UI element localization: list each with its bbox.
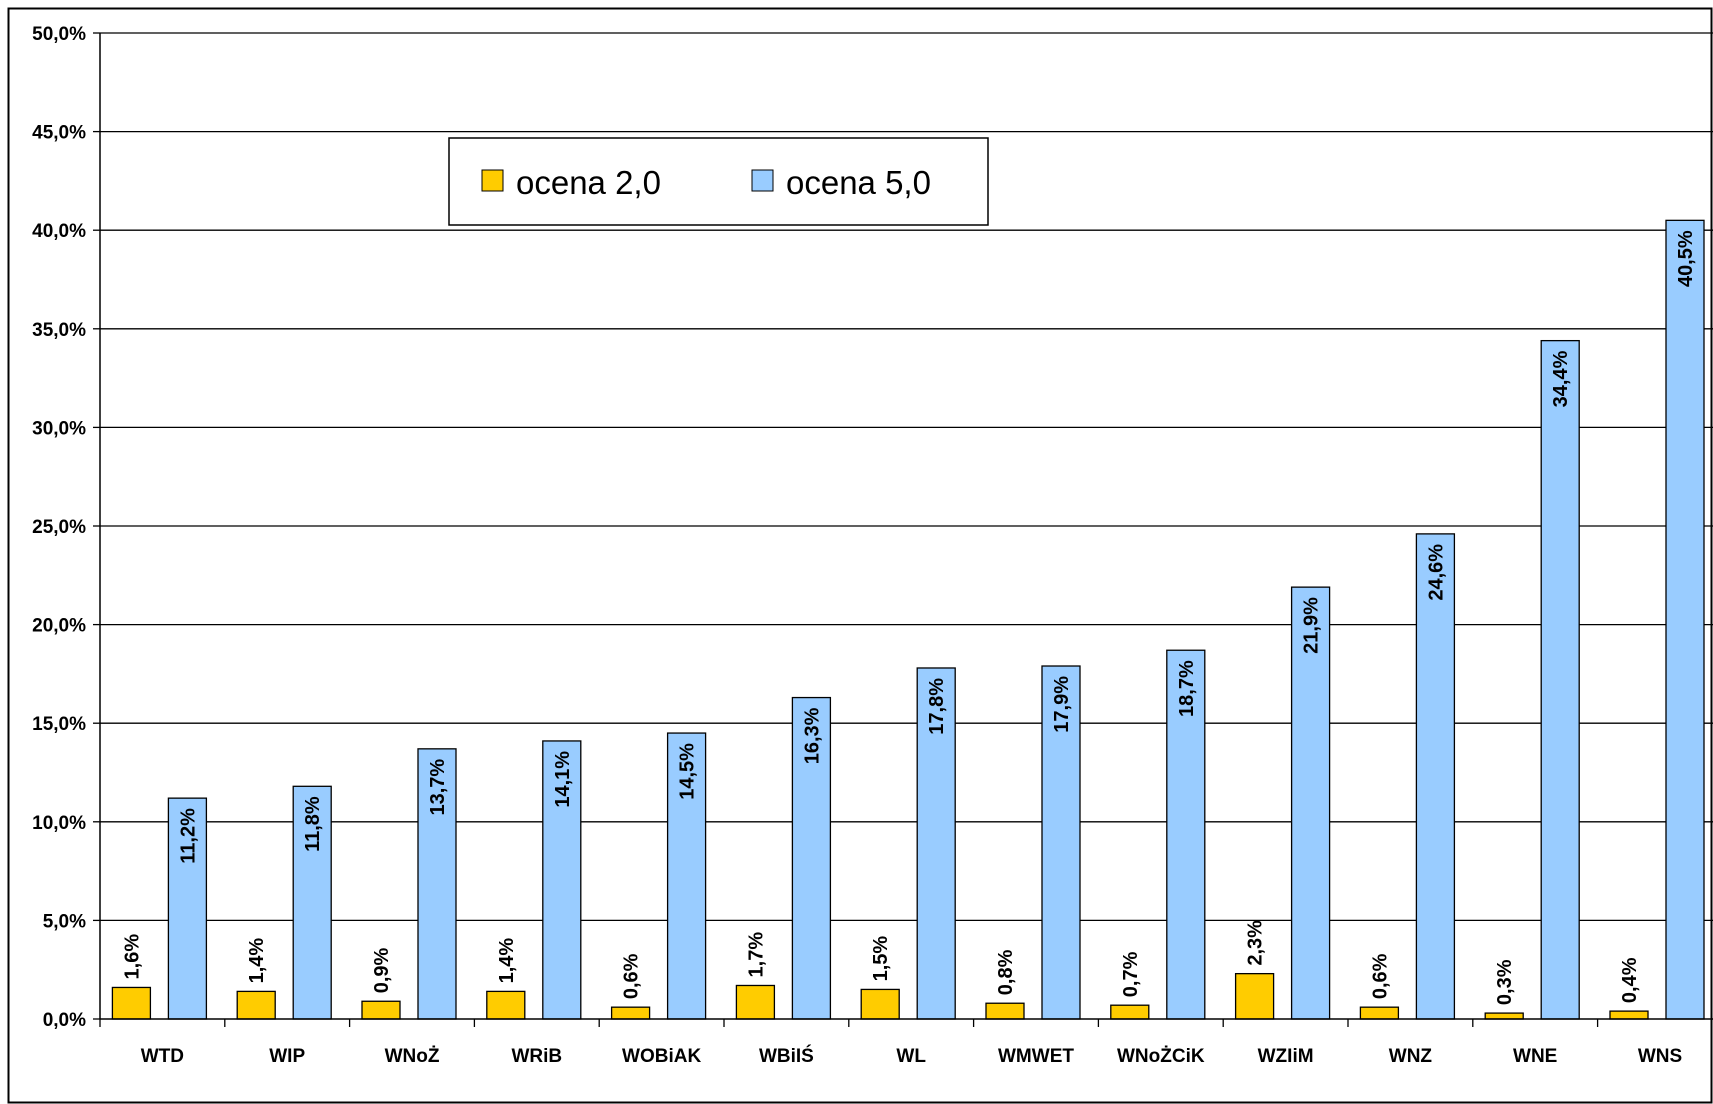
x-tick-label: WIP bbox=[269, 1046, 305, 1067]
y-axis-ticks: 0,0% 5,0% 10,0% 15,0% 20,0% 25,0% 30,0% 35,0% 40… bbox=[32, 24, 100, 1031]
legend-swatch-ocena-5 bbox=[751, 169, 774, 192]
data-label: 0,9% bbox=[371, 947, 393, 993]
bar-ocena-2-WNS bbox=[1609, 1010, 1649, 1020]
data-label: 34,4% bbox=[1550, 350, 1572, 407]
legend-box bbox=[448, 137, 989, 226]
data-label: 0,3% bbox=[1494, 959, 1516, 1005]
bar-ocena-2-WIP bbox=[236, 990, 276, 1020]
data-label: 21,9% bbox=[1301, 597, 1323, 654]
bar-ocena-2-WMWET bbox=[985, 1002, 1025, 1020]
data-label: 0,8% bbox=[995, 949, 1017, 995]
x-tick-label: WL bbox=[896, 1046, 926, 1067]
bar-ocena-5-WNZ bbox=[1415, 533, 1456, 1020]
bar-ocena-5-WIP bbox=[292, 785, 332, 1020]
data-label: 0,6% bbox=[621, 953, 643, 999]
data-label: 40,5% bbox=[1675, 230, 1697, 287]
legend-label-ocena-2: ocena 2,0 bbox=[516, 164, 661, 201]
bar-ocena-5-WNoŻ bbox=[417, 748, 457, 1020]
x-tick-label: WBiIŚ bbox=[759, 1045, 814, 1067]
bar-ocena-2-WL bbox=[860, 988, 900, 1020]
data-label: 13,7% bbox=[427, 759, 449, 816]
bar-ocena-2-WNoŻ bbox=[361, 1000, 401, 1020]
x-tick-label: WNE bbox=[1513, 1046, 1557, 1067]
x-tick-label: WMWET bbox=[998, 1046, 1074, 1067]
legend: ocena 2,0 ocena 5,0 bbox=[448, 137, 989, 226]
data-label: 18,7% bbox=[1176, 660, 1198, 717]
y-tick-label: 20,0% bbox=[32, 616, 86, 637]
data-label: 24,6% bbox=[1425, 544, 1447, 601]
data-labels: 1,6% 1,4% 0,9% 1,4% 0,6% 1,7% 1,5% 0,8% 0,7% 2,3%… bbox=[121, 230, 1697, 1005]
bars bbox=[111, 219, 1705, 1020]
bar-ocena-5-WNE bbox=[1540, 339, 1580, 1020]
x-tick-label: WZIiM bbox=[1258, 1046, 1314, 1067]
bar-ocena-2-WRiB bbox=[486, 990, 526, 1020]
data-label: 0,4% bbox=[1619, 957, 1641, 1003]
data-label: 16,3% bbox=[801, 707, 823, 764]
data-label: 1,5% bbox=[870, 936, 892, 982]
bar-ocena-5-WL bbox=[916, 667, 956, 1020]
x-tick-label: WRiB bbox=[511, 1046, 562, 1067]
x-tick-label: WTD bbox=[141, 1046, 184, 1067]
y-tick-label: 40,0% bbox=[32, 221, 86, 242]
y-tick-label: 25,0% bbox=[32, 517, 86, 538]
data-label: 0,7% bbox=[1120, 951, 1142, 997]
x-tick-label: WOBiAK bbox=[622, 1046, 701, 1067]
bar-ocena-2-WTD bbox=[111, 986, 152, 1020]
data-label: 2,3% bbox=[1245, 920, 1267, 966]
bar-ocena-2-WOBiAK bbox=[610, 1006, 651, 1020]
data-label: 14,1% bbox=[552, 751, 574, 808]
data-label: 1,7% bbox=[745, 932, 767, 978]
data-label: 1,6% bbox=[121, 934, 143, 980]
bar-ocena-5-WZIiM bbox=[1290, 586, 1331, 1020]
x-tick-label: WNZ bbox=[1389, 1046, 1433, 1067]
bar-ocena-5-WMWET bbox=[1041, 665, 1081, 1020]
data-label: 14,5% bbox=[677, 743, 699, 800]
y-tick-label: 15,0% bbox=[32, 714, 86, 735]
data-label: 1,4% bbox=[246, 938, 268, 984]
y-tick-label: 45,0% bbox=[32, 123, 86, 144]
x-tick-label: WNS bbox=[1638, 1046, 1682, 1067]
data-label: 1,4% bbox=[496, 938, 518, 984]
data-label: 11,8% bbox=[302, 796, 324, 852]
x-axis: WTD WIP WNoŻ WRiB WOBiAK WBiIŚ WL WMWET WNoŻCiK W… bbox=[99, 1018, 1713, 1067]
bar-ocena-2-WNZ bbox=[1359, 1006, 1400, 1020]
legend-swatch-ocena-2 bbox=[481, 169, 504, 192]
y-tick-label: 50,0% bbox=[32, 24, 86, 45]
bar-ocena-2-WBiIŚ bbox=[735, 984, 776, 1020]
bar-ocena-5-WRiB bbox=[542, 740, 582, 1020]
bar-ocena-5-WTD bbox=[167, 797, 208, 1020]
bar-ocena-5-WOBiAK bbox=[666, 732, 707, 1020]
data-label: 11,2% bbox=[177, 808, 199, 864]
bar-ocena-5-WNS bbox=[1665, 219, 1705, 1020]
data-label: 17,9% bbox=[1051, 676, 1073, 733]
y-tick-label: 0,0% bbox=[43, 1010, 86, 1031]
bar-ocena-5-WNoŻCiK bbox=[1166, 649, 1206, 1020]
x-tick-label: WNoŻCiK bbox=[1117, 1046, 1205, 1067]
x-tick-label: WNoŻ bbox=[385, 1046, 440, 1067]
data-label: 0,6% bbox=[1369, 953, 1391, 999]
bar-ocena-2-WNoŻCiK bbox=[1110, 1004, 1150, 1020]
data-label: 17,8% bbox=[926, 678, 948, 735]
legend-label-ocena-5: ocena 5,0 bbox=[786, 164, 931, 201]
bar-ocena-2-WNE bbox=[1484, 1012, 1524, 1020]
y-tick-label: 30,0% bbox=[32, 418, 86, 439]
y-tick-label: 35,0% bbox=[32, 320, 86, 341]
bar-ocena-2-WZIiM bbox=[1234, 972, 1275, 1020]
y-tick-label: 10,0% bbox=[32, 813, 86, 834]
bar-ocena-5-WBiIŚ bbox=[791, 696, 832, 1020]
y-tick-label: 5,0% bbox=[43, 911, 86, 932]
